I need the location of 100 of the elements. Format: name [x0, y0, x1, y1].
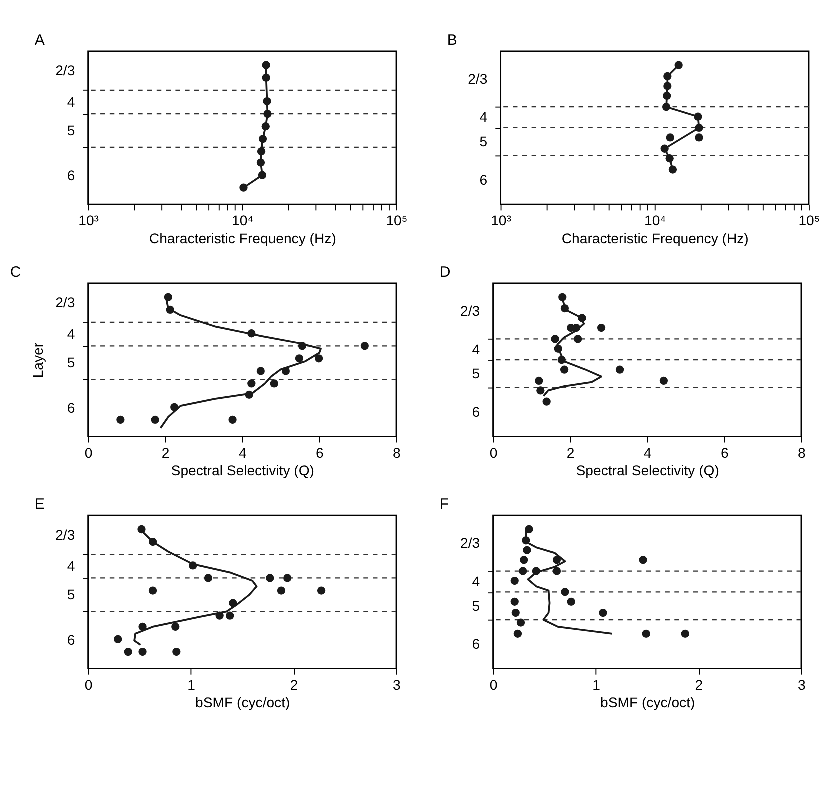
- text: 4: [472, 573, 480, 590]
- chart-title: F: [440, 496, 450, 513]
- point: [114, 635, 122, 644]
- point: [266, 574, 274, 582]
- y-axis-title: Layer: [30, 342, 46, 378]
- text: 4: [67, 558, 76, 574]
- x-tick-label: 10³: [78, 212, 100, 229]
- point: [535, 376, 544, 386]
- x-tick-label: 4: [238, 444, 247, 461]
- x-tick-label: 2: [695, 676, 704, 693]
- x-tick-label: 10³: [491, 212, 512, 229]
- x-tick-label: 1: [188, 676, 196, 693]
- text: 4: [472, 341, 480, 358]
- text: 4: [480, 109, 488, 126]
- point: [295, 354, 304, 363]
- chart-title: C: [10, 264, 22, 281]
- x-tick-label: 8: [798, 444, 806, 461]
- text: 6: [67, 168, 76, 184]
- text: 2/3: [468, 70, 488, 87]
- point: [552, 556, 562, 564]
- x-tick-label: 2: [290, 676, 298, 693]
- point: [284, 574, 292, 582]
- point: [567, 598, 576, 606]
- x-tick-label: 10⁴: [232, 212, 254, 229]
- point: [520, 556, 528, 564]
- point: [536, 386, 545, 395]
- text: 5: [67, 586, 76, 603]
- point: [560, 366, 569, 374]
- x-tick-label: 6: [720, 444, 729, 461]
- chart-title: D: [440, 264, 451, 281]
- x-tick-label: 0: [84, 676, 93, 693]
- point: [510, 598, 519, 606]
- text: 2/3: [56, 62, 76, 79]
- text: 2/3: [56, 526, 76, 543]
- x-tick-label: 0: [84, 444, 93, 461]
- point: [574, 335, 582, 344]
- x-tick-label: 10⁴: [644, 212, 666, 229]
- point: [512, 608, 520, 618]
- point: [514, 630, 522, 638]
- x-tick-label: 0: [490, 676, 498, 693]
- text: 6: [472, 636, 480, 652]
- point: [551, 335, 560, 344]
- text: 5: [67, 122, 76, 138]
- text: 6: [472, 404, 480, 420]
- point: [256, 367, 265, 376]
- point: [124, 648, 132, 656]
- point: [138, 648, 147, 656]
- point: [116, 416, 125, 424]
- text: 6: [67, 400, 76, 416]
- x-axis-title: Spectral Selectivity (Q): [576, 462, 720, 479]
- point: [172, 622, 180, 632]
- point: [519, 567, 528, 576]
- point: [360, 342, 369, 350]
- text: 2/3: [460, 535, 480, 552]
- point: [525, 525, 534, 534]
- point: [523, 546, 532, 554]
- x-axis-title: bSMF (cyc/oct): [600, 694, 696, 711]
- x-tick-label: 2: [162, 444, 170, 461]
- point: [315, 354, 324, 363]
- text: 4: [67, 94, 76, 110]
- x-tick-label: 8: [393, 444, 402, 461]
- point: [277, 586, 286, 595]
- point: [516, 618, 526, 627]
- point: [151, 416, 160, 424]
- point: [248, 380, 256, 388]
- x-axis-title: Spectral Selectivity (Q): [171, 462, 314, 479]
- x-tick-label: 6: [316, 444, 324, 461]
- point: [642, 630, 650, 638]
- x-tick-label: 3: [798, 676, 806, 693]
- point: [542, 398, 551, 406]
- point: [226, 612, 234, 620]
- x-tick-label: 3: [393, 676, 402, 693]
- x-tick-label: 10⁵: [798, 212, 820, 229]
- point: [616, 366, 624, 374]
- x-axis-title: bSMF (cyc/oct): [196, 694, 290, 711]
- text: 4: [67, 326, 76, 342]
- point: [639, 556, 648, 564]
- chart-title: E: [34, 496, 45, 513]
- point: [552, 567, 562, 576]
- text: 5: [472, 366, 480, 382]
- point: [561, 588, 570, 596]
- text: 5: [67, 354, 76, 371]
- point: [317, 586, 326, 595]
- point: [204, 574, 213, 582]
- point: [270, 380, 278, 388]
- point: [681, 630, 690, 638]
- point: [172, 648, 181, 656]
- text: 5: [480, 134, 488, 150]
- x-axis-title: Characteristic Frequency (Hz): [149, 230, 336, 247]
- x-tick-label: 1: [592, 676, 601, 693]
- x-tick-label: 4: [644, 444, 652, 461]
- text: 2/3: [460, 303, 480, 320]
- x-tick-label: 2: [566, 444, 575, 461]
- x-tick-label: 10⁵: [386, 212, 408, 229]
- chart-title: A: [34, 32, 45, 49]
- chart-title: B: [447, 32, 458, 49]
- point: [660, 376, 668, 386]
- x-tick-label: 0: [490, 444, 498, 461]
- text: 2/3: [56, 294, 76, 311]
- x-axis-title: Characteristic Frequency (Hz): [562, 230, 749, 247]
